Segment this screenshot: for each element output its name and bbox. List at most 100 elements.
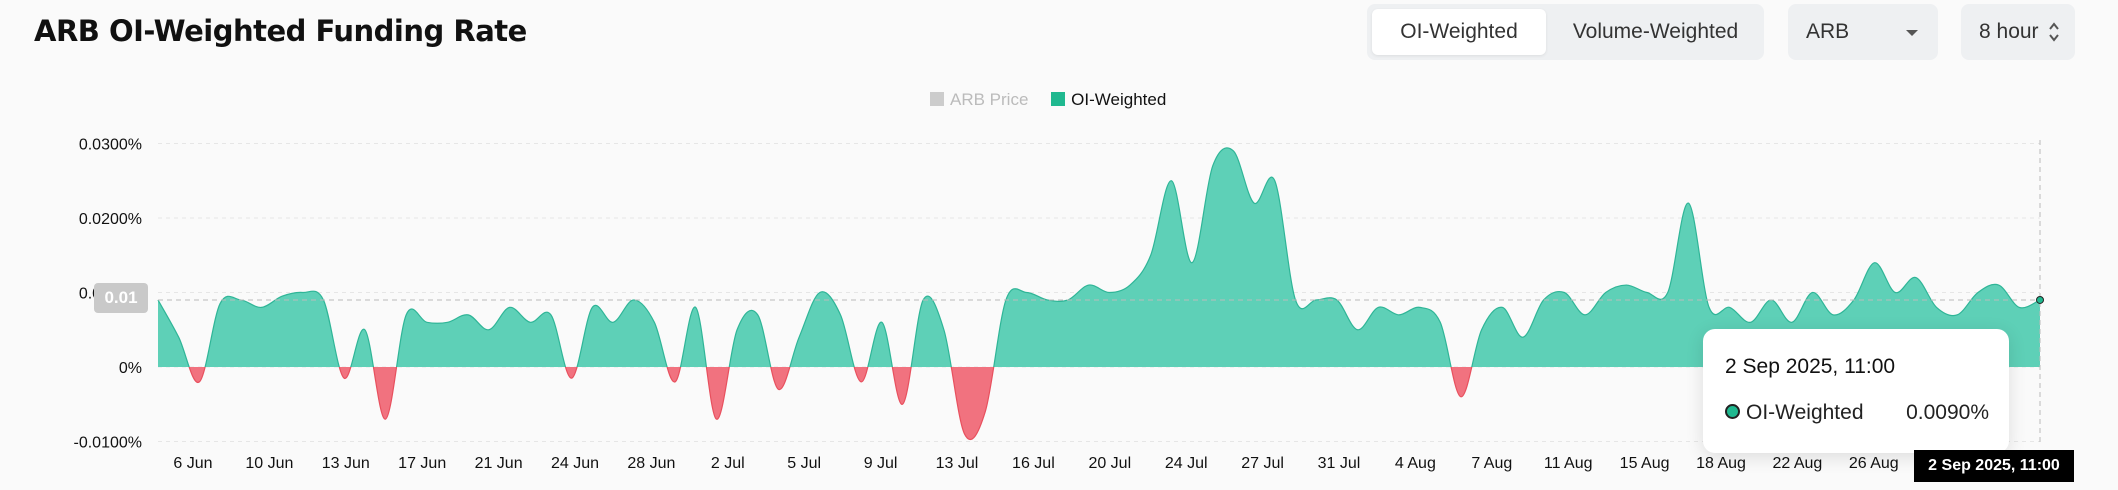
x-tick-label: 6 Jun [173, 455, 212, 472]
data-point [487, 328, 491, 332]
data-point [197, 380, 201, 384]
data-point [1893, 291, 1897, 295]
data-point [818, 291, 822, 295]
page-title: ARB OI-Weighted Funding Rate [34, 14, 527, 48]
data-point [838, 313, 842, 317]
x-tick-label: 18 Aug [1696, 455, 1746, 472]
data-point [1873, 261, 1877, 265]
x-tick-label: 15 Aug [1620, 455, 1670, 472]
volume-weighted-tab[interactable]: Volume-Weighted [1572, 20, 1739, 43]
data-point [1997, 283, 2001, 287]
x-tick-label: 13 Jul [936, 455, 979, 472]
data-point [1438, 320, 1442, 324]
x-tick-label: 27 Jul [1241, 455, 1284, 472]
data-point [1624, 283, 1628, 287]
legend-item-oi-weighted[interactable]: OI-Weighted [1051, 89, 1166, 111]
x-tick-label: 21 Jun [475, 455, 523, 472]
data-point [1376, 305, 1380, 309]
data-point [218, 302, 222, 306]
tooltip-date: 2 Sep 2025, 11:00 [1725, 355, 1896, 378]
data-point [383, 417, 387, 421]
oi-weighted-tab[interactable]: OI-Weighted [1372, 9, 1546, 55]
data-point [880, 320, 884, 324]
crosshair-point [2036, 295, 2044, 304]
data-point [342, 376, 346, 380]
symbol-select-value: ARB [1806, 20, 1850, 43]
data-point [1831, 313, 1835, 317]
tooltip-series: OI-Weighted [1746, 401, 1864, 424]
tooltip-value: 0.0090% [1906, 401, 1989, 424]
data-point [570, 376, 574, 380]
legend-label-arb-price: ARB Price [950, 90, 1029, 109]
data-point [1149, 253, 1153, 257]
data-point [1521, 335, 1525, 339]
data-point [673, 380, 677, 384]
data-point [1811, 291, 1815, 295]
legend-item-arb-price[interactable]: ARB Price [930, 89, 1028, 111]
data-point [963, 432, 967, 436]
x-tick-label: 31 Jul [1318, 455, 1361, 472]
positive-area [158, 148, 2040, 367]
chart-tooltip: 2 Sep 2025, 11:00 OI-Weighted 0.0090% [1703, 329, 2009, 453]
x-tick-label: 5 Jul [787, 455, 821, 472]
interval-select-value: 8 hour [1979, 20, 2039, 43]
y-tick-label: 0.0200% [79, 211, 142, 228]
data-point [549, 313, 553, 317]
data-point [1748, 320, 1752, 324]
data-point [652, 320, 656, 324]
x-tick-label: 22 Aug [1772, 455, 1822, 472]
data-point [776, 387, 780, 391]
data-point [1356, 328, 1360, 332]
data-point [1128, 283, 1132, 287]
symbol-select[interactable]: ARB [1788, 4, 1938, 60]
y-tick-label: 0.0300% [79, 137, 142, 154]
data-point [1211, 164, 1215, 168]
data-point [859, 380, 863, 384]
data-point [1935, 305, 1939, 309]
x-tick-label: 7 Aug [1471, 455, 1512, 472]
data-point [363, 328, 367, 332]
data-point [1728, 305, 1732, 309]
data-point [528, 320, 532, 324]
x-tick-label: 4 Aug [1395, 455, 1436, 472]
data-point [446, 320, 450, 324]
tooltip-row: OI-Weighted 0.0090% [1725, 401, 1989, 425]
x-tick-label: 16 Jul [1012, 455, 1055, 472]
data-point [1025, 291, 1029, 295]
data-point [1666, 291, 1670, 295]
data-point [1087, 283, 1091, 287]
data-point [756, 313, 760, 317]
x-tick-label: 26 Aug [1849, 455, 1899, 472]
interval-select[interactable]: 8 hour [1961, 4, 2075, 60]
x-tick-label: 2 Jul [711, 455, 745, 472]
data-point [1562, 291, 1566, 295]
data-point [1107, 291, 1111, 295]
data-point [1707, 305, 1711, 309]
data-point [1914, 276, 1918, 280]
x-tick-label: 28 Jun [627, 455, 675, 472]
x-tick-label: 17 Jun [398, 455, 446, 472]
data-point [1955, 313, 1959, 317]
crosshair-x-label: 2 Sep 2025, 11:00 [1914, 450, 2074, 482]
data-point [1169, 179, 1173, 183]
x-tick-label: 13 Jun [322, 455, 370, 472]
data-point [1231, 149, 1235, 153]
x-tick-label: 20 Jul [1088, 455, 1131, 472]
data-point [2017, 305, 2021, 309]
data-point [1045, 298, 1049, 302]
y-tick-label: -0.0100% [74, 435, 143, 452]
x-tick-label: 9 Jul [864, 455, 898, 472]
data-point [590, 305, 594, 309]
weighting-toggle: OI-Weighted Volume-Weighted [1367, 4, 1764, 60]
data-point [1500, 305, 1504, 309]
x-tick-label: 10 Jun [245, 455, 293, 472]
data-point [611, 320, 615, 324]
data-point [508, 305, 512, 309]
data-point [1418, 305, 1422, 309]
data-point [301, 291, 305, 295]
data-point [1686, 201, 1690, 205]
data-point [735, 328, 739, 332]
data-point [901, 402, 905, 406]
data-point [1459, 395, 1463, 399]
